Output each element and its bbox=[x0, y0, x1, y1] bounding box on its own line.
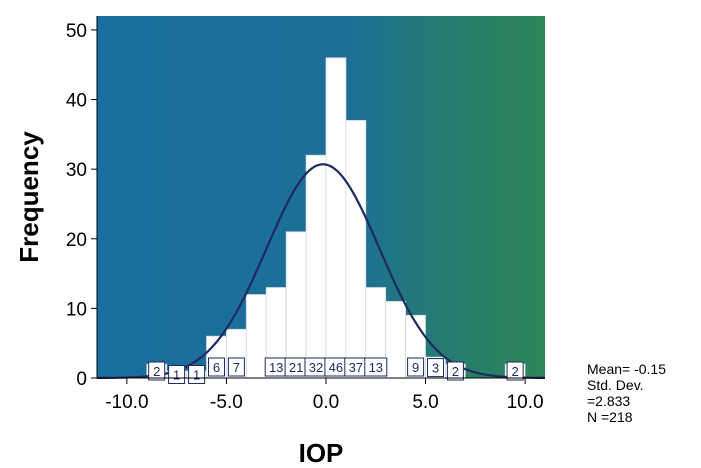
bar-count-label-text: 6 bbox=[213, 360, 220, 375]
bar-count-label: 13 bbox=[364, 357, 388, 377]
bar-count-label: 6 bbox=[208, 357, 225, 377]
bar-count-labels: 2 1 1 6 7 13 21 32 46 37 13 9 3 2 2 bbox=[148, 357, 524, 384]
bar-count-label-text: 1 bbox=[193, 368, 200, 383]
bar-count-label: 7 bbox=[227, 357, 245, 377]
bar-count-label: 2 bbox=[446, 361, 464, 381]
bar-count-label-box bbox=[188, 365, 206, 384]
bar-count-label-text: 2 bbox=[452, 364, 459, 379]
bar-count-label-text: 3 bbox=[432, 361, 439, 376]
histogram-bar bbox=[245, 294, 267, 379]
bar-count-label-box bbox=[446, 361, 464, 381]
bar-count-label: 2 bbox=[148, 361, 166, 381]
bar-count-label-text: 2 bbox=[511, 364, 518, 379]
bar-count-label-text: 9 bbox=[412, 360, 419, 375]
bar-count-label-text: 1 bbox=[173, 368, 180, 383]
stat-mean: Mean= -0.15 bbox=[587, 361, 666, 377]
bar-count-label: 3 bbox=[427, 358, 444, 378]
bar-count-label: 21 bbox=[284, 357, 308, 377]
bar-count-label: 2 bbox=[506, 361, 524, 381]
y-tick-label: 50 bbox=[66, 21, 87, 42]
y-tick-label: 0 bbox=[76, 369, 87, 390]
x-tick-label: -5.0 bbox=[210, 392, 243, 413]
bar-count-label-text: 13 bbox=[269, 360, 283, 375]
bar-count-label-box bbox=[506, 361, 524, 381]
bar-count-label: 1 bbox=[168, 365, 186, 384]
x-ticks: -10.0 -5.0 0.0 5.0 10.0 bbox=[105, 378, 544, 413]
bar-count-label: 37 bbox=[344, 357, 368, 377]
histogram-bar bbox=[285, 231, 307, 379]
axes bbox=[96, 16, 545, 379]
x-tick-label: -10.0 bbox=[105, 392, 148, 413]
bar-count-label-box bbox=[208, 357, 225, 377]
bar-count-label-box bbox=[148, 361, 166, 381]
y-tick-label: 40 bbox=[66, 91, 87, 112]
bar-count-label-box bbox=[364, 357, 388, 377]
y-tick-label: 30 bbox=[66, 160, 87, 181]
bar-count-label-text: 7 bbox=[233, 360, 240, 375]
histogram-bar bbox=[385, 300, 407, 379]
bar-count-label-box bbox=[168, 365, 186, 384]
bar-count-label: 32 bbox=[304, 357, 328, 377]
bar-count-label: 1 bbox=[188, 365, 206, 384]
y-tick-label: 10 bbox=[66, 299, 87, 320]
x-tick-label: 5.0 bbox=[412, 392, 438, 413]
stat-n: N =218 bbox=[587, 409, 633, 425]
bar-count-label-box bbox=[407, 357, 425, 377]
bar-count-label-box bbox=[427, 358, 444, 378]
bar-count-label-text: 2 bbox=[153, 364, 160, 379]
bar-count-label: 9 bbox=[407, 357, 425, 377]
bar-count-label-text: 46 bbox=[329, 360, 343, 375]
bar-count-label-text: 32 bbox=[309, 360, 323, 375]
summary-stats: Mean= -0.15 Std. Dev. =2.833 N =218 bbox=[587, 361, 666, 425]
bar-count-label: 13 bbox=[264, 357, 288, 377]
x-axis-label: IOP bbox=[299, 438, 344, 468]
y-axis-label: Frequency bbox=[14, 131, 44, 263]
x-tick-label: 10.0 bbox=[507, 392, 544, 413]
x-tick-label: 0.0 bbox=[313, 392, 339, 413]
bar-count-label-text: 37 bbox=[349, 360, 363, 375]
bar-count-label: 46 bbox=[324, 357, 348, 377]
bar-count-label-box bbox=[227, 357, 245, 377]
y-ticks: 0 10 20 30 40 50 bbox=[66, 21, 97, 390]
bar-count-label-text: 13 bbox=[369, 360, 383, 375]
y-tick-label: 20 bbox=[66, 230, 87, 251]
histogram-bar bbox=[305, 154, 327, 379]
bar-count-label-text: 21 bbox=[289, 360, 303, 375]
stat-std-dev-value: =2.833 bbox=[587, 393, 631, 409]
stat-std-dev-label: Std. Dev. bbox=[587, 377, 644, 393]
histogram-bar bbox=[325, 57, 347, 379]
histogram-bar bbox=[345, 120, 367, 379]
